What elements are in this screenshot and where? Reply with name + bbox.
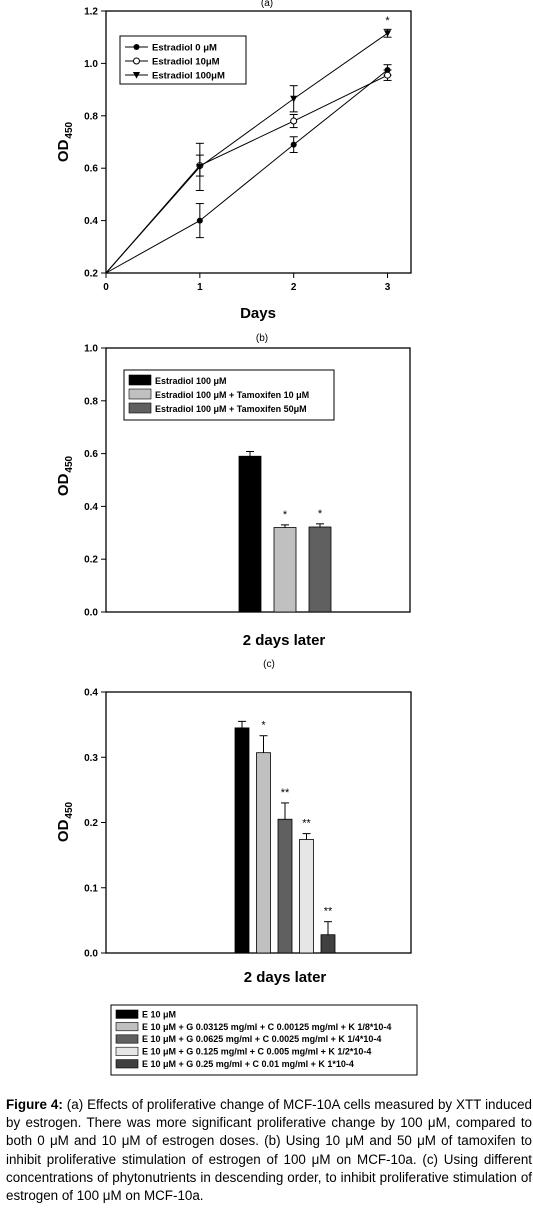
panel-b-bar: [273, 527, 297, 613]
panel-c-y-tick-label: 0.1: [84, 883, 98, 894]
panel-b-x-axis-label: 2 days later: [243, 632, 326, 649]
panel-c-legend-label: E 10 μM + G 0.125 mg/ml + C 0.005 mg/ml …: [142, 1047, 371, 1057]
panel-a-series-line: [105, 32, 388, 274]
panel-b-bar: [308, 526, 332, 613]
panel-c-legend-label: E 10 μM: [142, 1009, 176, 1019]
panel-c-significance-mark: **: [281, 787, 290, 799]
panel-b-label: (b): [256, 333, 268, 344]
caption-label: Figure 4:: [6, 1097, 63, 1112]
panel-a-data-point: [290, 95, 298, 103]
panel-c-legend-swatch: [115, 1046, 139, 1056]
panel-a-legend-box: [119, 35, 247, 85]
panel-c-y-tick-label: 0.4: [84, 688, 98, 699]
panel-c-legend-swatch: [115, 1009, 139, 1019]
panel-b-legend-swatch: [128, 388, 152, 400]
panel-b-legend-swatch: [128, 374, 152, 386]
panel-a-annotation: *: [385, 15, 390, 27]
panel-a-legend-marker: [133, 44, 140, 50]
panel-c-bar: [234, 727, 250, 954]
panel-c-bar: [256, 752, 271, 954]
panel-c-bar: [320, 934, 336, 954]
panel-a-x-tick-label: 2: [291, 282, 297, 293]
panel-c-legend-label: E 10 μM + G 0.0625 mg/ml + C 0.0025 mg/m…: [142, 1034, 381, 1044]
panel-a-data-point: [384, 71, 392, 79]
panel-a-data-point: [196, 163, 204, 171]
panel-a-y-tick-label: 0.4: [84, 216, 98, 227]
figure-caption: Figure 4: (a) Effects of proliferative c…: [6, 1096, 532, 1205]
panel-c-bar: [277, 818, 293, 954]
panel-a-legend-marker: [132, 72, 141, 79]
panel-b-y-tick-label: 0.2: [84, 555, 98, 566]
panel-b-significance-mark: *: [283, 509, 288, 521]
panel-c-legend-label: E 10 μM + G 0.03125 mg/ml + C 0.00125 mg…: [142, 1022, 391, 1032]
panel-b-y-tick-label: 0.0: [84, 608, 98, 619]
panel-a-y-axis-label: OD450: [55, 121, 75, 162]
panel-c-bar: [299, 839, 314, 954]
panel-c-legend-label: E 10 μM + G 0.25 mg/ml + C 0.01 mg/ml + …: [142, 1059, 354, 1069]
panel-c-y-tick-label: 0.0: [84, 949, 98, 960]
panel-a-x-tick-label: 0: [103, 282, 109, 293]
panel-a-label: (a): [261, 0, 273, 9]
panel-a-legend-label: Estradiol 100μM: [152, 71, 225, 82]
panel-c-significance-mark: *: [261, 720, 266, 732]
panel-b-bar: [238, 455, 262, 613]
panel-a-y-axis-label-text: OD450: [55, 121, 75, 162]
panel-c-y-axis-label-text: OD450: [55, 801, 75, 842]
panel-c-y-tick-label: 0.2: [84, 818, 98, 829]
panel-a-y-tick-label: 1.0: [84, 59, 98, 70]
panel-b-y-tick-label: 0.8: [84, 396, 98, 407]
panel-c-x-axis-label: 2 days later: [244, 969, 327, 986]
panel-a-legend-label: Estradiol 0 μM: [152, 43, 217, 54]
panel-a-data-point: [383, 30, 392, 37]
panel-c-legend-swatch: [115, 1022, 139, 1032]
panel-a-data-point: [290, 117, 298, 125]
panel-b-legend-box: [123, 369, 335, 421]
panel-a-y-tick-label: 0.2: [84, 269, 98, 280]
caption-text: (a) Effects of proliferative change of M…: [6, 1097, 532, 1204]
panel-a-data-point: [196, 217, 203, 224]
panel-c-significance-mark: **: [302, 818, 311, 830]
panel-c-y-tick-label: 0.3: [84, 753, 98, 764]
panel-a-x-tick-label: 1: [197, 282, 203, 293]
panel-a-series-line: [105, 74, 388, 274]
panel-b-y-axis-label: OD450: [55, 455, 75, 496]
panel-a-legend-label: Estradiol 10μM: [152, 57, 220, 68]
panel-c-label: (c): [263, 659, 275, 670]
panel-a-data-point: [290, 141, 297, 148]
panel-b-y-tick-label: 0.6: [84, 449, 98, 460]
panel-a-x-axis-label: Days: [240, 305, 276, 322]
panel-a-y-tick-label: 0.8: [84, 111, 98, 122]
panel-b-legend-label: Estradiol 100 μM: [155, 376, 227, 386]
panel-b-legend-label: Estradiol 100 μM + Tamoxifen 10 μM: [155, 390, 309, 400]
panel-b-legend-swatch: [128, 402, 152, 414]
panel-c-y-axis-label: OD450: [55, 801, 75, 842]
panel-a-frame: [105, 10, 412, 274]
panel-b-y-tick-label: 0.4: [84, 502, 98, 513]
panel-a-y-tick-label: 1.2: [84, 7, 98, 18]
panel-a-x-tick-label: 3: [385, 282, 391, 293]
panel-c-legend-box: [110, 1004, 418, 1076]
panel-a-y-tick-label: 0.6: [84, 164, 98, 175]
panel-a-legend-marker: [133, 57, 140, 65]
panel-b-significance-mark: *: [318, 508, 323, 520]
panel-b-legend-label: Estradiol 100 μM + Tamoxifen 50μM: [155, 404, 307, 414]
panel-b-y-axis-label-text: OD450: [55, 455, 75, 496]
panel-c-significance-mark: **: [324, 906, 333, 918]
panel-a-series-line: [105, 69, 388, 274]
panel-b-y-tick-label: 1.0: [84, 344, 98, 355]
panel-c-legend-swatch: [115, 1034, 139, 1044]
panel-c-legend-swatch: [115, 1059, 139, 1069]
